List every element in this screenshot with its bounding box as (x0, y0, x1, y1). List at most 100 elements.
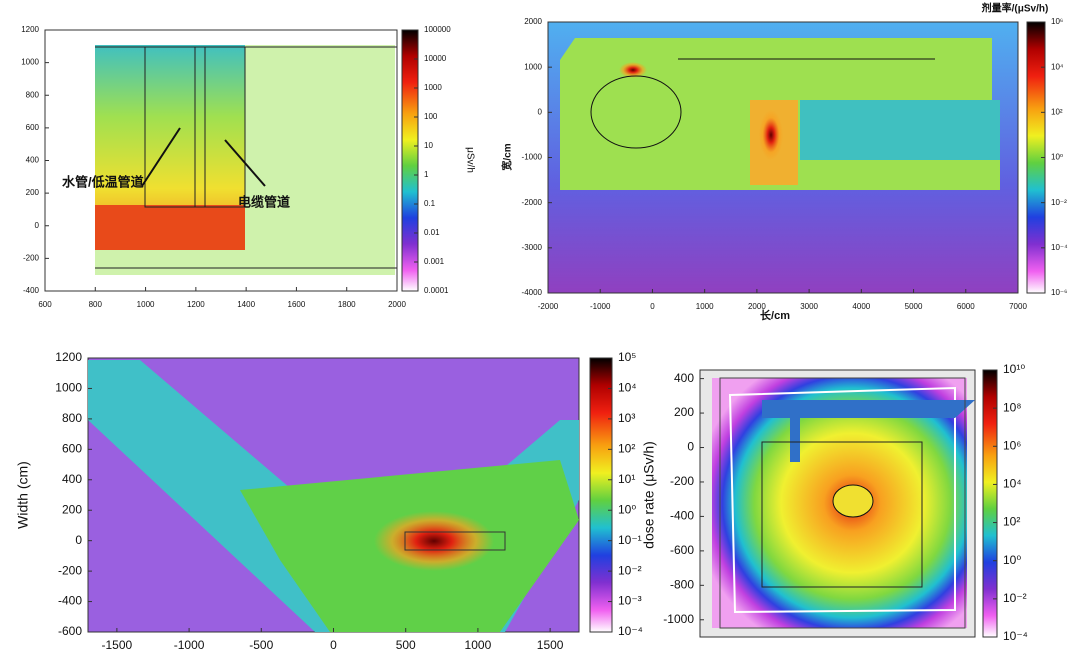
x-tick-label: 1500 (537, 638, 564, 652)
y-tick-label: -200 (670, 474, 694, 488)
x-axis-label: 长/cm (760, 308, 790, 322)
y-tick-label: -400 (23, 286, 40, 295)
y-tick-label: 200 (62, 502, 82, 516)
colorbar-tick-label: 10⁶ (1051, 17, 1063, 26)
colorbar-tick-label: 10⁻¹ (618, 533, 642, 547)
panel-2-map (547, 21, 1019, 294)
x-tick-label: 7000 (1009, 302, 1027, 311)
y-tick-label: 1000 (21, 58, 39, 67)
colorbar-tick-label: 0.01 (424, 228, 440, 237)
colorbar-label: dose rate (μSv/h) (641, 441, 657, 549)
x-tick-label: 1800 (338, 300, 356, 309)
colorbar-tick-label: 10⁻² (1003, 591, 1027, 605)
panel-1-map (44, 29, 398, 292)
y-tick-label: 2000 (524, 17, 542, 26)
x-tick-label: 2000 (388, 300, 406, 309)
y-tick-label: -600 (670, 543, 694, 557)
y-tick-label: 1200 (21, 25, 39, 34)
colorbar-tick-label: 10⁻⁶ (1051, 288, 1067, 297)
x-tick-label: -1500 (102, 638, 133, 652)
panel-3-map (87, 357, 580, 633)
x-tick-label: 3000 (800, 302, 818, 311)
x-tick-label: 500 (396, 638, 416, 652)
colorbar-tick-label: 10² (618, 442, 635, 456)
colorbar-tick-label: 1000 (424, 83, 442, 92)
y-tick-label: 0 (687, 440, 694, 454)
colorbar-tick-label: 0.001 (424, 257, 445, 266)
y-tick-label: 0 (75, 533, 82, 547)
y-tick-label: -1000 (522, 153, 543, 162)
x-tick-label: 600 (38, 300, 52, 309)
colorbar-tick-label: 100000 (424, 25, 451, 34)
colorbar-tick-label: 10⁸ (1003, 400, 1021, 414)
colorbar-label: μSv/h (464, 147, 475, 173)
colorbar-tick-label: 10⁴ (618, 381, 637, 395)
y-tick-label: 0 (35, 221, 40, 230)
y-tick-label: -2000 (522, 198, 543, 207)
x-tick-label: 4000 (852, 302, 870, 311)
colorbar (589, 357, 613, 633)
colorbar (401, 29, 419, 292)
y-tick-label: -200 (23, 253, 40, 262)
colorbar-tick-label: 10² (1003, 515, 1020, 529)
y-tick-label: 1000 (524, 62, 542, 71)
x-tick-label: 5000 (905, 302, 923, 311)
y-tick-label: 800 (62, 411, 82, 425)
x-tick-label: 0 (650, 302, 655, 311)
colorbar-tick-label: 10⁰ (1003, 553, 1021, 567)
y-tick-label: 400 (26, 156, 40, 165)
colorbar-tick-label: 10⁻⁴ (1051, 243, 1068, 252)
colorbar-tick-label: 10¹ (618, 472, 635, 486)
y-tick-label: 200 (26, 188, 40, 197)
colorbar-tick-label: 10⁻² (618, 563, 642, 577)
colorbar-tick-label: 10³ (618, 411, 635, 425)
x-tick-label: 800 (89, 300, 103, 309)
colorbar-tick-label: 10⁰ (1051, 153, 1063, 162)
colorbar-tick-label: 10¹⁰ (1003, 362, 1025, 376)
x-tick-label: -500 (249, 638, 273, 652)
x-tick-label: 1000 (137, 300, 155, 309)
colorbar-tick-label: 10⁵ (618, 350, 636, 364)
y-tick-label: -800 (670, 577, 694, 591)
colorbar-tick-label: 10⁻² (1051, 198, 1067, 207)
x-tick-label: 1000 (696, 302, 714, 311)
y-tick-label: 600 (26, 123, 40, 132)
x-tick-label: -1000 (590, 302, 611, 311)
x-tick-label: -2000 (538, 302, 559, 311)
y-tick-label: 400 (674, 371, 694, 385)
colorbar-tick-label: 10⁰ (618, 502, 636, 516)
y-tick-label: -400 (58, 594, 82, 608)
x-tick-label: 1000 (465, 638, 492, 652)
colorbar-tick-label: 1 (424, 170, 429, 179)
colorbar-tick-label: 10⁴ (1003, 477, 1022, 491)
colorbar-tick-label: 0.1 (424, 199, 436, 208)
colorbar-tick-label: 10⁻⁴ (1003, 629, 1028, 643)
y-tick-label: -1000 (663, 612, 694, 626)
colorbar-tick-label: 10² (1051, 107, 1063, 116)
y-tick-label: 1200 (55, 350, 82, 364)
colorbar-tick-label: 10⁻⁴ (618, 624, 643, 638)
y-tick-label: 0 (538, 107, 543, 116)
colorbar-tick-label: 10⁻³ (618, 594, 642, 608)
y-tick-label: -200 (58, 563, 82, 577)
y-tick-label: -3000 (522, 243, 543, 252)
y-tick-label: -400 (670, 509, 694, 523)
x-tick-label: 0 (330, 638, 337, 652)
x-tick-label: 1400 (237, 300, 255, 309)
panel-4-map (699, 369, 976, 638)
colorbar-tick-label: 10⁶ (1003, 438, 1021, 452)
y-tick-label: -600 (58, 624, 82, 638)
annotation: 水管/低温管道 (62, 174, 144, 189)
colorbar-tick-label: 100 (424, 112, 438, 121)
colorbar-label: 剂量率/(μSv/h) (981, 2, 1049, 15)
y-tick-label: 400 (62, 472, 82, 486)
x-tick-label: 1600 (288, 300, 306, 309)
colorbar-tick-label: 10000 (424, 54, 447, 63)
y-axis-label: Width (cm) (15, 461, 31, 529)
y-tick-label: -4000 (522, 288, 543, 297)
colorbar-tick-label: 10⁴ (1051, 62, 1064, 71)
colorbar-tick-label: 0.0001 (424, 286, 449, 295)
y-axis-label: 宽/cm (501, 143, 514, 171)
x-tick-label: 2000 (748, 302, 766, 311)
